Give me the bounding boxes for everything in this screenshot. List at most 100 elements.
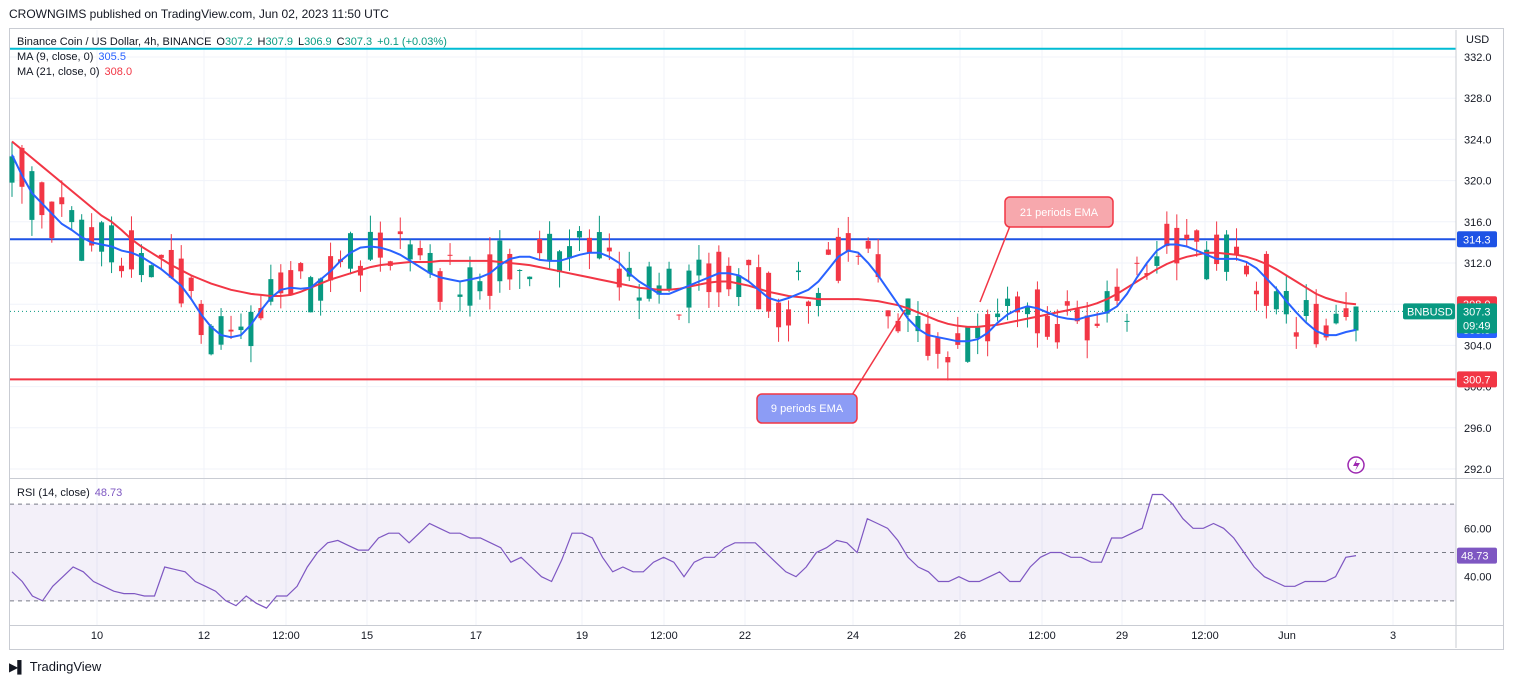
rsi-legend[interactable]: RSI (14, close) 48.73 — [17, 487, 122, 499]
ma9-row[interactable]: MA (9, close, 0) 305.5 — [17, 50, 447, 65]
candle[interactable] — [746, 259, 752, 282]
candle[interactable] — [89, 213, 95, 252]
candle[interactable] — [795, 261, 801, 281]
symbol-tag[interactable]: BNBUSD — [1403, 303, 1455, 320]
candle[interactable] — [1273, 286, 1279, 315]
candle[interactable] — [1204, 241, 1210, 281]
candle[interactable] — [776, 298, 782, 342]
candle[interactable] — [158, 254, 164, 271]
candle[interactable] — [766, 271, 772, 318]
candle[interactable] — [975, 313, 981, 355]
candle[interactable] — [706, 252, 712, 308]
candle[interactable] — [1144, 263, 1150, 280]
candle[interactable] — [945, 351, 951, 381]
candle[interactable] — [1174, 214, 1180, 281]
candle[interactable] — [367, 215, 373, 261]
candle[interactable] — [865, 237, 871, 254]
candle[interactable] — [1333, 304, 1339, 325]
candle[interactable] — [905, 298, 911, 332]
candle[interactable] — [616, 251, 622, 301]
candle[interactable] — [457, 282, 463, 312]
candle[interactable] — [258, 295, 264, 321]
candle[interactable] — [656, 272, 662, 304]
support-price-tag[interactable]: 300.7 — [1457, 371, 1497, 388]
candle[interactable] — [786, 300, 792, 342]
candle[interactable] — [328, 242, 334, 293]
resistance-price-tag[interactable]: 314.3 — [1457, 231, 1497, 248]
candle[interactable] — [1084, 302, 1090, 359]
candle[interactable] — [218, 308, 224, 350]
candle[interactable] — [995, 298, 1001, 322]
candle[interactable] — [965, 326, 971, 363]
candle[interactable] — [845, 216, 851, 262]
candle[interactable] — [1283, 275, 1289, 324]
candle[interactable] — [955, 316, 961, 349]
candle[interactable] — [885, 310, 891, 329]
candle[interactable] — [1313, 289, 1319, 348]
candle[interactable] — [128, 216, 134, 278]
candle[interactable] — [298, 261, 304, 279]
candle[interactable] — [109, 216, 115, 274]
footer[interactable]: ▶▌ TradingView — [9, 659, 101, 674]
candle[interactable] — [925, 312, 931, 361]
candle[interactable] — [467, 256, 473, 317]
rsi-series-line[interactable] — [11, 493, 1357, 609]
candle[interactable] — [1124, 313, 1130, 332]
current-price-tag[interactable]: 307.3 09:49 — [1457, 303, 1497, 334]
symbol-row[interactable]: Binance Coin / US Dollar, 4h, BINANCE O3… — [17, 35, 447, 50]
candle[interactable] — [1343, 292, 1349, 321]
candle[interactable] — [308, 275, 314, 313]
candle[interactable] — [636, 284, 642, 320]
ema21-callout[interactable] — [1004, 196, 1114, 228]
candle[interactable] — [666, 261, 672, 293]
candle[interactable] — [1263, 251, 1269, 319]
candle[interactable] — [387, 260, 393, 271]
candle[interactable] — [1114, 268, 1120, 307]
candle[interactable] — [119, 257, 125, 278]
candle[interactable] — [9, 141, 15, 197]
candle[interactable] — [357, 260, 363, 292]
candle[interactable] — [138, 244, 144, 283]
candle[interactable] — [1353, 306, 1359, 342]
candle[interactable] — [278, 264, 284, 309]
candle[interactable] — [39, 181, 45, 229]
candle[interactable] — [1104, 280, 1110, 323]
candle[interactable] — [1253, 281, 1259, 311]
candle[interactable] — [606, 233, 612, 261]
candle[interactable] — [726, 257, 732, 297]
candle[interactable] — [1184, 218, 1190, 246]
candle[interactable] — [69, 206, 75, 230]
candle[interactable] — [716, 245, 722, 308]
candle[interactable] — [1064, 290, 1070, 316]
candle[interactable] — [397, 217, 403, 250]
candle[interactable] — [228, 315, 234, 340]
candle[interactable] — [1164, 211, 1170, 254]
candle[interactable] — [1303, 284, 1309, 323]
candle[interactable] — [188, 275, 194, 300]
candle[interactable] — [567, 229, 573, 271]
candle[interactable] — [417, 240, 423, 261]
candle[interactable] — [855, 253, 861, 265]
candle[interactable] — [646, 261, 652, 302]
ma21-row[interactable]: MA (21, close, 0) 308.0 — [17, 65, 447, 80]
candle[interactable] — [1224, 230, 1230, 281]
candle[interactable] — [1134, 256, 1140, 276]
candle[interactable] — [517, 269, 523, 289]
candle[interactable] — [1214, 221, 1220, 271]
candle[interactable] — [805, 300, 811, 324]
rsi-value-tag[interactable]: 48.73 — [1457, 547, 1497, 564]
candle[interactable] — [29, 166, 35, 236]
candle[interactable] — [1323, 318, 1329, 341]
candle[interactable] — [168, 234, 174, 280]
candle[interactable] — [1194, 229, 1200, 257]
candle[interactable] — [935, 332, 941, 369]
candle[interactable] — [626, 251, 632, 282]
candle[interactable] — [557, 249, 563, 288]
candle[interactable] — [59, 180, 65, 217]
candle[interactable] — [736, 268, 742, 307]
candle[interactable] — [696, 245, 702, 291]
candle[interactable] — [407, 239, 413, 272]
candle[interactable] — [178, 245, 184, 308]
candle[interactable] — [288, 261, 294, 296]
